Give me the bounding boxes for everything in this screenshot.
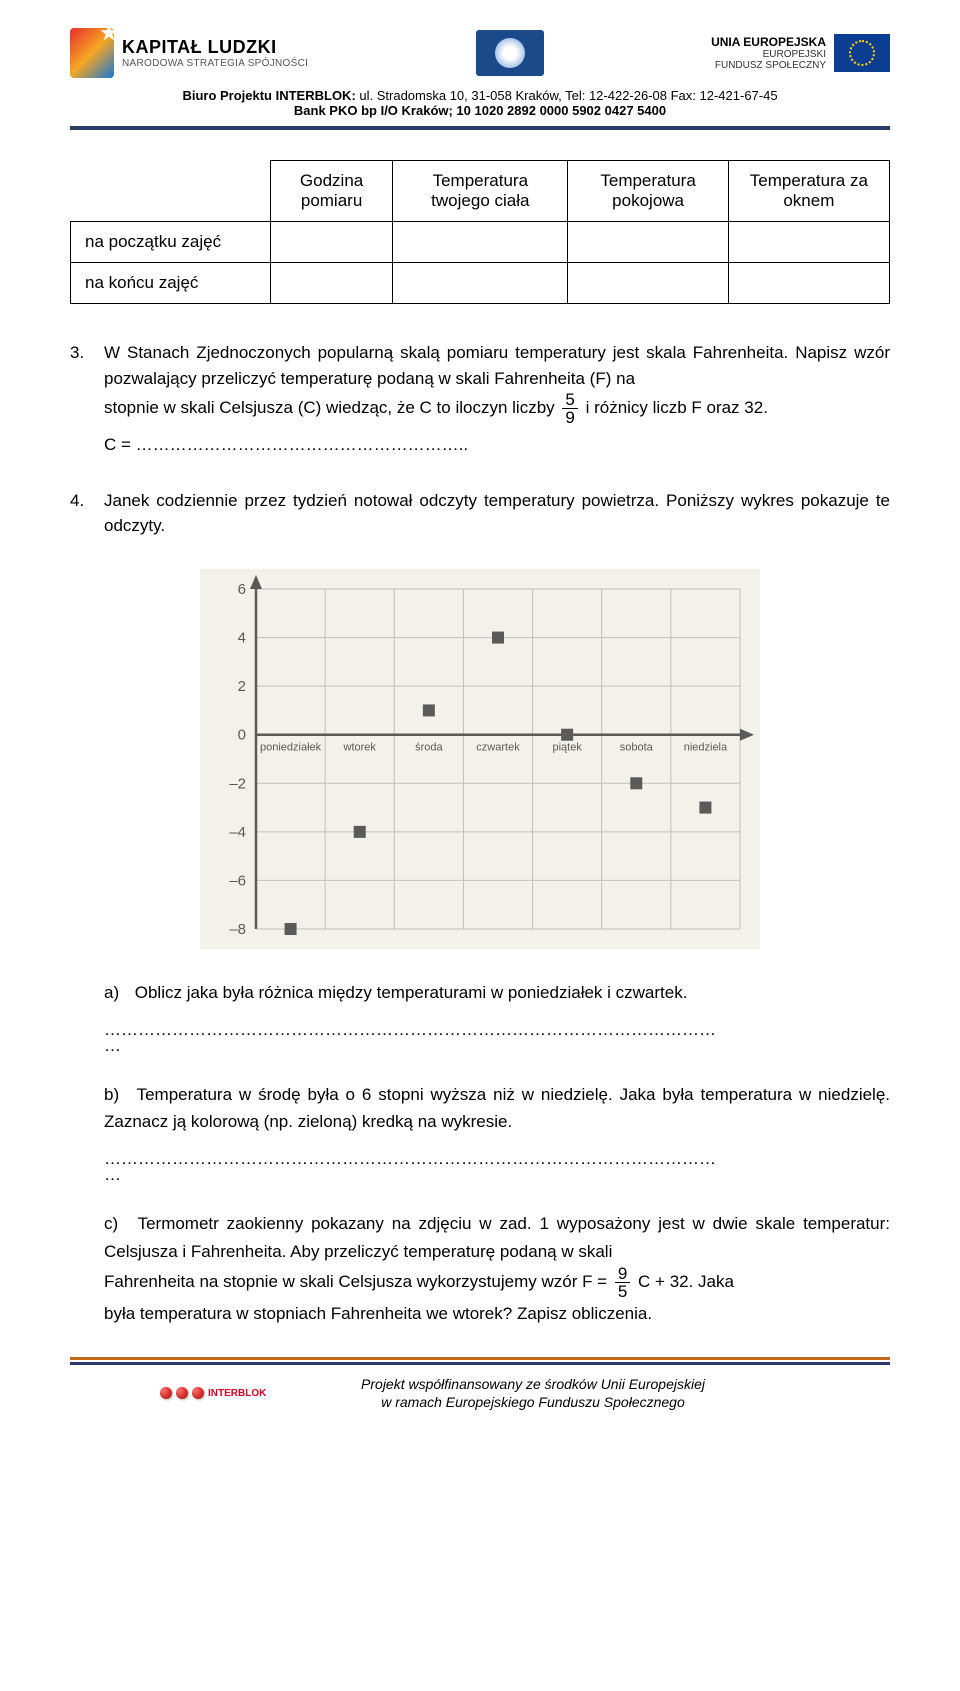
eu-flag-icon	[834, 34, 890, 72]
table-cell	[728, 263, 889, 304]
table-row-label: na końcu zajęć	[71, 263, 271, 304]
footer-rule-orange	[70, 1357, 890, 1360]
footer-rule-blue	[70, 1362, 890, 1365]
sub-c-text3: była temperatura w stopniach Fahrenheita…	[104, 1304, 652, 1323]
sub-c-text1: Termometr zaokienny pokazany na zdjęciu …	[104, 1214, 890, 1260]
table-row-label: na początku zajęć	[71, 222, 271, 263]
logo-kapital-ludzki: KAPITAŁ LUDZKI NARODOWA STRATEGIA SPÓJNO…	[70, 28, 308, 78]
table-header: Temperatura twojego ciała	[393, 161, 568, 222]
svg-text:wtorek: wtorek	[343, 741, 377, 753]
logo-center-icon	[476, 30, 544, 76]
table-header: Godzina pomiaru	[271, 161, 393, 222]
temperature-table: Godzina pomiaru Temperatura twojego ciał…	[70, 160, 890, 304]
sub-header-line2: Bank PKO bp I/O Kraków; 10 1020 2892 000…	[70, 103, 890, 118]
eu-line3: FUNDUSZ SPOŁECZNY	[711, 60, 826, 71]
table-cell	[568, 222, 728, 263]
table-row: na końcu zajęć	[71, 263, 890, 304]
ball-icon	[160, 1387, 172, 1399]
table-header-empty	[71, 161, 271, 222]
q3-text-b2: i różnicy liczb F oraz 32.	[586, 398, 768, 417]
q4-text: Janek codziennie przez tydzień notował o…	[104, 488, 890, 539]
sub-question-c: c) Termometr zaokienny pokazany na zdjęc…	[104, 1210, 890, 1327]
table-row: na początku zajęć	[71, 222, 890, 263]
sub-c-fraction: 9 5	[615, 1265, 630, 1300]
ball-icon	[176, 1387, 188, 1399]
footer-interblok-logo: INTERBLOK	[160, 1380, 280, 1406]
sub-c-label: c)	[104, 1210, 130, 1237]
table-cell	[568, 263, 728, 304]
question-4: 4. Janek codziennie przez tydzień notowa…	[70, 488, 890, 539]
ball-icon	[192, 1387, 204, 1399]
svg-text:środa: środa	[415, 741, 443, 753]
svg-text:–4: –4	[229, 823, 246, 840]
table-header: Temperatura pokojowa	[568, 161, 728, 222]
table-cell	[271, 222, 393, 263]
svg-text:piątek: piątek	[552, 741, 582, 753]
answer-dots: ………………………………………………………………………………………………	[104, 1145, 890, 1155]
kl-star-icon	[70, 28, 114, 78]
eu-line1: UNIA EUROPEJSKA	[711, 35, 826, 49]
sub-header-bold: Biuro Projektu INTERBLOK:	[182, 88, 359, 103]
svg-text:4: 4	[238, 629, 246, 646]
sub-header: Biuro Projektu INTERBLOK: ul. Stradomska…	[70, 88, 890, 118]
footer-line2: w ramach Europejskiego Funduszu Społeczn…	[296, 1393, 770, 1411]
svg-text:niedziela: niedziela	[684, 741, 728, 753]
table-header: Temperatura za oknem	[728, 161, 889, 222]
eu-line2: EUROPEJSKI	[711, 49, 826, 60]
sub-question-b: b) Temperatura w środę była o 6 stopni w…	[104, 1081, 890, 1189]
q3-c-equals: C = …………………………………………………..	[104, 432, 890, 458]
table-cell	[728, 222, 889, 263]
sub-a-text: Oblicz jaka była różnica między temperat…	[135, 983, 688, 1002]
temperature-chart: 6 4 2 0 –2 –4 –6 –8 poniedziałek wtorek środa czwar…	[200, 569, 760, 949]
logo-eu: UNIA EUROPEJSKA EUROPEJSKI FUNDUSZ SPOŁE…	[711, 34, 890, 72]
q3-text-b1: stopnie w skali Celsjusza (C) wiedząc, ż…	[104, 398, 559, 417]
svg-text:poniedziałek: poniedziałek	[260, 741, 322, 753]
sub-header-rest: ul. Stradomska 10, 31-058 Kraków, Tel: 1…	[359, 88, 777, 103]
header: KAPITAŁ LUDZKI NARODOWA STRATEGIA SPÓJNO…	[70, 28, 890, 78]
table-cell	[393, 222, 568, 263]
svg-text:–2: –2	[229, 775, 246, 792]
svg-text:0: 0	[238, 726, 246, 743]
svg-text:sobota: sobota	[620, 741, 654, 753]
svg-text:–6: –6	[229, 872, 246, 889]
header-rule	[70, 126, 890, 130]
answer-dots: ………………………………………………………………………………………………	[104, 1016, 890, 1026]
header-left-subtitle: NARODOWA STRATEGIA SPÓJNOŚCI	[122, 58, 308, 69]
table-cell	[393, 263, 568, 304]
q4-number: 4.	[70, 488, 94, 539]
table-cell	[271, 263, 393, 304]
footer: INTERBLOK Projekt współfinansowany ze śr…	[70, 1375, 890, 1411]
footer-line1: Projekt współfinansowany ze środków Unii…	[296, 1375, 770, 1393]
q3-fraction: 5 9	[562, 391, 577, 426]
svg-text:–8: –8	[229, 921, 246, 938]
sub-b-label: b)	[104, 1081, 130, 1108]
sub-c-text2a: Fahrenheita na stopnie w skali Celsjusza…	[104, 1272, 612, 1291]
svg-text:czwartek: czwartek	[476, 741, 520, 753]
header-left-title: KAPITAŁ LUDZKI	[122, 37, 308, 58]
svg-text:6: 6	[238, 581, 246, 598]
question-3: 3. W Stanach Zjednoczonych popularną ska…	[70, 340, 890, 458]
sub-b-text: Temperatura w środę była o 6 stopni wyżs…	[104, 1085, 890, 1131]
sub-a-label: a)	[104, 979, 130, 1006]
q3-text-a: W Stanach Zjednoczonych popularną skalą …	[104, 343, 890, 388]
sub-question-a: a) Oblicz jaka była różnica między tempe…	[104, 979, 890, 1059]
sub-c-text2b: C + 32. Jaka	[638, 1272, 734, 1291]
svg-text:2: 2	[238, 678, 246, 695]
q3-number: 3.	[70, 340, 94, 426]
